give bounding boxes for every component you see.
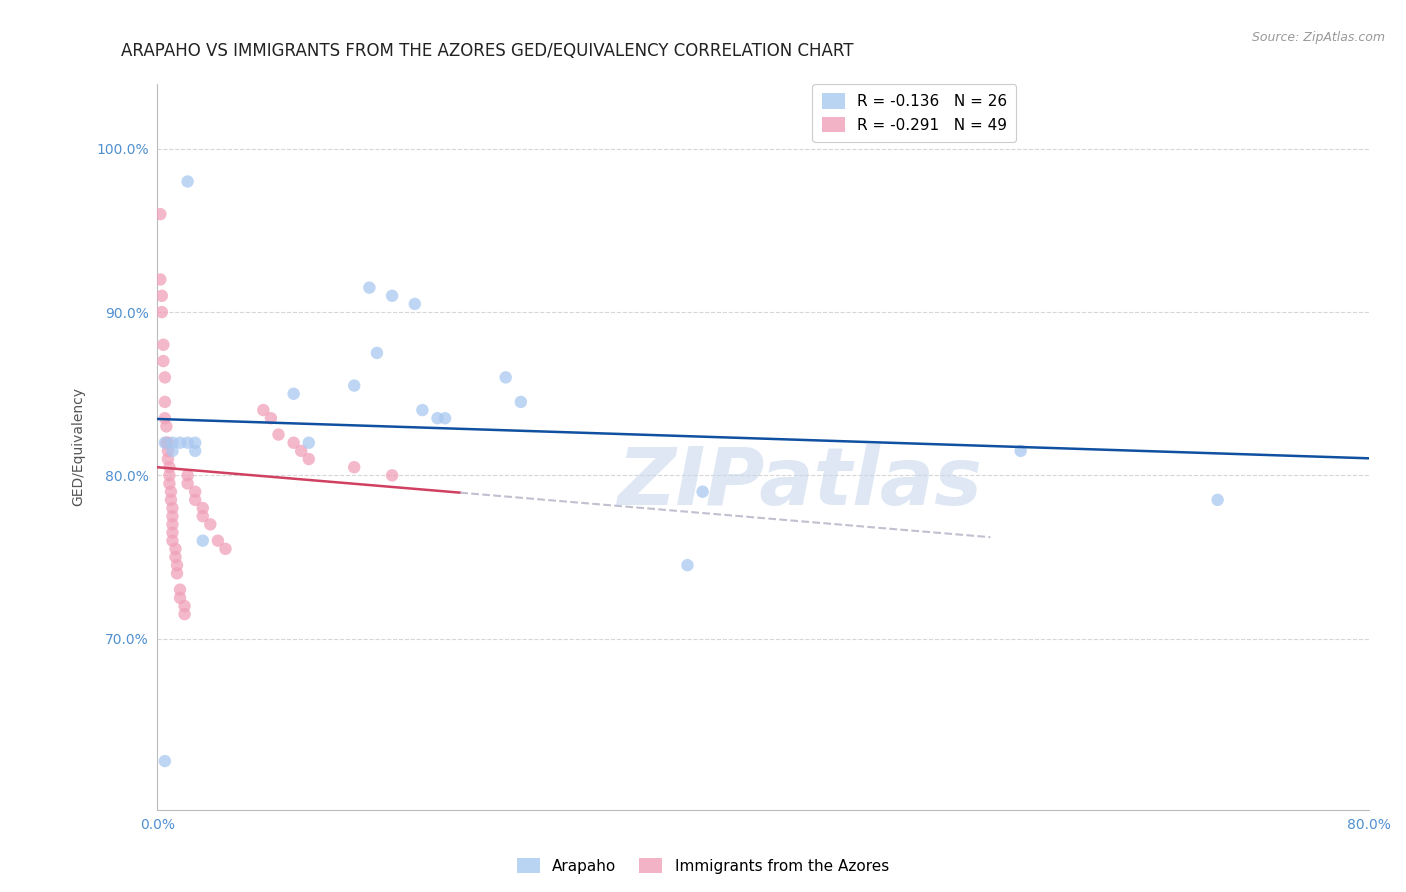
Point (381, 468, 404, 483)
Point (426, 411, 449, 425)
Point (153, 370, 176, 384)
Point (153, 754, 176, 768)
Point (152, 354, 174, 368)
Point (343, 378, 366, 392)
Legend: Arapaho, Immigrants from the Azores: Arapaho, Immigrants from the Azores (510, 852, 896, 880)
Text: Source: ZipAtlas.com: Source: ZipAtlas.com (1251, 31, 1385, 45)
Point (184, 492, 207, 507)
Point (152, 338, 174, 352)
Legend: R = -0.136   N = 26, R = -0.291   N = 49: R = -0.136 N = 26, R = -0.291 N = 49 (813, 84, 1017, 142)
Point (159, 476, 181, 491)
Point (169, 582, 191, 597)
Point (191, 501, 214, 516)
Point (176, 476, 198, 491)
Point (162, 443, 184, 458)
Point (153, 395, 176, 409)
Point (153, 435, 176, 450)
Point (495, 370, 517, 384)
Point (298, 435, 321, 450)
Text: ARAPAHO VS IMMIGRANTS FROM THE AZORES GED/EQUIVALENCY CORRELATION CHART: ARAPAHO VS IMMIGRANTS FROM THE AZORES GE… (121, 42, 853, 60)
Point (1010, 443, 1032, 458)
Point (676, 558, 699, 573)
Point (162, 517, 184, 532)
Point (176, 174, 198, 188)
Point (162, 501, 184, 516)
Point (162, 533, 184, 548)
Point (191, 533, 214, 548)
Point (404, 297, 426, 311)
Point (343, 460, 366, 475)
Point (162, 435, 184, 450)
Point (191, 509, 214, 524)
Point (359, 280, 381, 294)
Point (160, 484, 183, 499)
Point (169, 591, 191, 605)
Point (184, 435, 207, 450)
Point (298, 452, 321, 467)
Point (252, 403, 274, 417)
Point (200, 517, 222, 532)
Point (366, 346, 388, 360)
Point (159, 468, 181, 483)
Point (155, 419, 177, 434)
Point (155, 435, 177, 450)
Y-axis label: GED/Equivalency: GED/Equivalency (72, 387, 86, 507)
Point (150, 289, 173, 303)
Point (176, 435, 198, 450)
Point (162, 509, 184, 524)
Point (184, 484, 207, 499)
Point (165, 549, 187, 564)
Point (169, 435, 191, 450)
Point (149, 207, 172, 221)
Point (156, 435, 179, 450)
Point (509, 395, 531, 409)
Point (434, 411, 457, 425)
Point (260, 411, 283, 425)
Point (207, 533, 229, 548)
Point (1206, 492, 1229, 507)
Point (290, 443, 312, 458)
Point (173, 607, 195, 622)
Point (176, 468, 198, 483)
Point (156, 443, 179, 458)
Point (283, 386, 305, 401)
Point (159, 460, 181, 475)
Point (184, 443, 207, 458)
Point (153, 411, 176, 425)
Point (173, 599, 195, 613)
Point (150, 305, 173, 319)
Point (692, 484, 714, 499)
Point (166, 558, 188, 573)
Point (411, 403, 433, 417)
Point (165, 541, 187, 556)
Text: ZIPatlas: ZIPatlas (617, 444, 981, 522)
Point (267, 427, 290, 442)
Point (162, 525, 184, 540)
Point (149, 272, 172, 286)
Point (214, 541, 236, 556)
Point (381, 289, 404, 303)
Point (160, 492, 183, 507)
Point (283, 435, 305, 450)
Point (156, 452, 179, 467)
Point (166, 566, 188, 581)
